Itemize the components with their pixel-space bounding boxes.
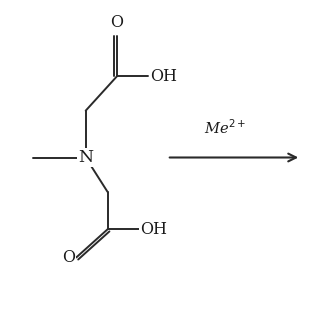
Text: OH: OH bbox=[150, 68, 177, 85]
Text: O: O bbox=[62, 249, 75, 266]
Text: OH: OH bbox=[140, 221, 167, 238]
Text: O: O bbox=[111, 14, 123, 31]
Text: N: N bbox=[78, 149, 93, 166]
Text: Me$^{2+}$: Me$^{2+}$ bbox=[203, 118, 246, 137]
